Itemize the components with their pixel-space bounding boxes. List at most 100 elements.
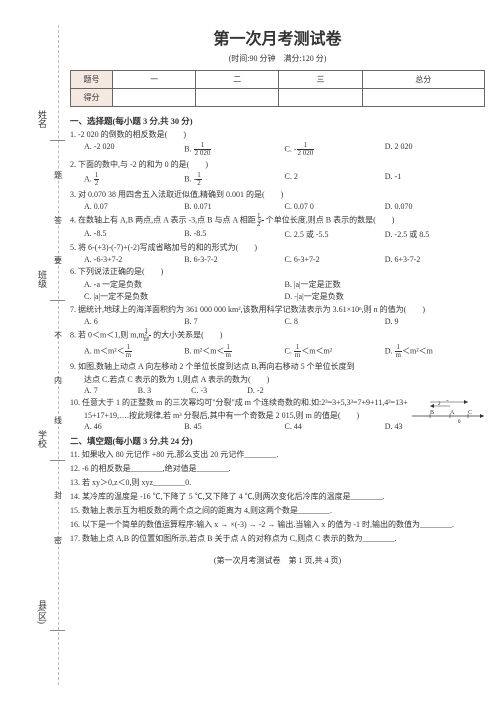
svg-text:A: A bbox=[450, 410, 455, 416]
opt-c: C. 0.07 0 bbox=[285, 202, 385, 211]
q6-opts-cd: C. |a|一定不是负数 D. -|a|一定是负数 bbox=[70, 291, 485, 302]
opt-c: C. 6-3+7-2 bbox=[285, 255, 385, 264]
table-row: 得分 bbox=[71, 89, 485, 107]
q9-stem2: 达点 C.若点 C 表示的数为 1,则点 A 表示的数为( ) bbox=[70, 374, 485, 385]
q3-stem: 3. 对 0.070 38 用四舍五入法取近似值,精确到 0.001 的是( ) bbox=[70, 189, 485, 201]
opt-c: C. 44 bbox=[285, 422, 385, 431]
q15: 15. 数轴上表示互为相反数的两个点之间的距离为 4,则这两个数是_______… bbox=[70, 505, 485, 517]
opt-b: B. 7 bbox=[184, 317, 284, 326]
side-underline bbox=[50, 630, 65, 631]
svg-text:B: B bbox=[430, 410, 434, 416]
col-header: 总分 bbox=[362, 71, 484, 89]
col-header: 一 bbox=[113, 71, 196, 89]
side-char: 封 bbox=[54, 490, 62, 501]
side-underline bbox=[50, 460, 65, 461]
side-label-school: 学校 bbox=[36, 430, 49, 448]
side-label-name: 姓名 bbox=[36, 110, 49, 128]
q5-stem: 5. 将 6-(+3)-(-7)+(-2)写成省略加号的和的形式为( ) bbox=[70, 242, 485, 254]
q16: 16. 以下是一个简单的数值运算程序:输入 x → ×(-3) → -2 → 输… bbox=[70, 519, 485, 531]
col-header: 三 bbox=[279, 71, 362, 89]
q7-opts: A. 6 B. 7 C. 8 D. 9 bbox=[70, 317, 485, 326]
opt-a: A. 12 bbox=[84, 172, 184, 187]
opt-a: A. -a 一定是负数 bbox=[84, 279, 285, 290]
q2-opts: A. 12 B. -12 C. 2 D. -1 bbox=[70, 172, 485, 187]
q4-stem: 4. 在数轴上有 A,B 两点,点 A 表示 -3,点 B 与点 A 相距 51… bbox=[70, 213, 485, 228]
q7-stem: 7. 据统计,地球上的海洋面积约为 361 000 000 km²,该数用科学记… bbox=[70, 304, 485, 316]
page-footer: (第一次月考测试卷 第 1 页,共 4 页) bbox=[70, 555, 485, 566]
q2-stem: 2. 下面的数中,与 -2 的和为 0 的是( ) bbox=[70, 159, 485, 171]
page-subtitle: (时间:90 分钟 满分:120 分) bbox=[70, 53, 485, 64]
q13: 13. 若 xy＞0,z＜0,则 xyz________0. bbox=[70, 477, 485, 489]
side-char: 答 bbox=[54, 215, 62, 226]
score-cell bbox=[196, 89, 279, 107]
opt-d: D. -2 bbox=[247, 386, 263, 395]
opt-a: A. m＜m²＜1m bbox=[84, 344, 184, 359]
q14: 14. 某冷库的温度是 -16 ℃,下降了 5 ℃,又下降了 4 ℃,则两次变化… bbox=[70, 491, 485, 503]
svg-text:C: C bbox=[468, 410, 472, 416]
q3-opts: A. 0.07 B. 0.071 C. 0.07 0 D. 0.070 bbox=[70, 202, 485, 211]
opt-a: A. 46 bbox=[84, 422, 184, 431]
opt-c: C. 2 bbox=[285, 172, 385, 187]
q1-opts: A. -2 020 B. 12 020 C. -12 020 D. 2 020 bbox=[70, 142, 485, 157]
opt-b: B. |a|一定是正数 bbox=[285, 279, 486, 290]
q6-stem: 6. 下列说法正确的是( ) bbox=[70, 266, 485, 278]
q8-stem: 8. 若 0＜m＜1,则 m,m²,1m 的大小关系是( ) bbox=[70, 328, 485, 343]
side-char: 密 bbox=[54, 535, 62, 546]
opt-d: D. 6+3-7-2 bbox=[385, 255, 485, 264]
side-underline bbox=[50, 300, 65, 301]
table-row: 题号 一 二 三 总分 bbox=[71, 71, 485, 89]
side-char: 内 bbox=[54, 375, 62, 386]
svg-text:0: 0 bbox=[458, 420, 461, 424]
q12: 12. -6 的相反数是________,绝对值是________. bbox=[70, 463, 485, 475]
opt-b: B. m²＜m＜1m bbox=[184, 344, 284, 359]
page-content: 第一次月考测试卷 (时间:90 分钟 满分:120 分) 题号 一 二 三 总分… bbox=[70, 25, 485, 566]
opt-a: A. -2 020 bbox=[84, 142, 184, 157]
row-label: 得分 bbox=[71, 89, 113, 107]
opt-a: A. 0.07 bbox=[84, 202, 184, 211]
opt-b: B. 0.071 bbox=[184, 202, 284, 211]
opt-c: C. 8 bbox=[285, 317, 385, 326]
opt-d: D. 2 020 bbox=[385, 142, 485, 157]
q4-opts: A. -8.5 B. -8.5 C. 2.5 或 -5.5 D. -2.5 或 … bbox=[70, 229, 485, 240]
svg-text:5: 5 bbox=[446, 400, 449, 403]
side-char: 要 bbox=[54, 255, 62, 266]
score-cell bbox=[113, 89, 196, 107]
q1-stem: 1. -2 020 的倒数的相反数是( ) bbox=[70, 129, 485, 141]
opt-a: A. -6-3+7-2 bbox=[84, 255, 184, 264]
opt-c: C. -3 bbox=[191, 386, 207, 395]
opt-d: D. -2.5 或 8.5 bbox=[385, 229, 485, 240]
opt-c: C. 1m＜m＜m² bbox=[285, 344, 385, 359]
q9-opts: A. 7 B. 3 C. -3 D. -2 bbox=[70, 386, 485, 395]
q9-number-line-diagram: B A C 2 5 0 bbox=[410, 400, 490, 426]
opt-a: A. -8.5 bbox=[84, 229, 184, 240]
side-char: 线 bbox=[54, 415, 62, 426]
sidebar: 姓名 班级 学校 县(区) 题 答 要 不 内 线 封 密 bbox=[8, 40, 63, 680]
opt-b: B. -8.5 bbox=[184, 229, 284, 240]
opt-a: A. 6 bbox=[84, 317, 184, 326]
side-underline bbox=[50, 140, 65, 141]
score-cell bbox=[279, 89, 362, 107]
q5-opts: A. -6-3+7-2 B. 6-3-7-2 C. 6-3+7-2 D. 6+3… bbox=[70, 255, 485, 264]
opt-c: C. -12 020 bbox=[285, 142, 385, 157]
score-table: 题号 一 二 三 总分 得分 bbox=[70, 70, 485, 107]
section2-header: 二、填空题(每小题 3 分,共 24 分) bbox=[70, 435, 485, 447]
q9-stem: 9. 如图,数轴上动点 A 向左移动 2 个单位长度到达点 B,再向右移动 5 … bbox=[70, 361, 485, 373]
section-header: 一、选择题(每小题 3 分,共 30 分) bbox=[70, 115, 485, 127]
opt-b: B. 3 bbox=[138, 386, 151, 395]
opt-c: C. |a|一定不是负数 bbox=[84, 291, 285, 302]
side-label-county: 县(区) bbox=[36, 600, 49, 624]
opt-b: B. -12 bbox=[184, 172, 284, 187]
q6-opts-ab: A. -a 一定是负数 B. |a|一定是正数 bbox=[70, 279, 485, 290]
side-label-class: 班级 bbox=[36, 270, 49, 288]
side-char: 题 bbox=[54, 170, 62, 181]
side-char: 不 bbox=[54, 330, 62, 341]
opt-a: A. 7 bbox=[84, 386, 98, 395]
opt-d: D. 9 bbox=[385, 317, 485, 326]
opt-b: B. 45 bbox=[184, 422, 284, 431]
opt-c: C. 2.5 或 -5.5 bbox=[285, 229, 385, 240]
score-cell bbox=[362, 89, 484, 107]
row-label: 题号 bbox=[71, 71, 113, 89]
q11: 11. 如果收入 80 元记作 +80 元,那么支出 20 元记作_______… bbox=[70, 449, 485, 461]
q8-opts: A. m＜m²＜1m B. m²＜m＜1m C. 1m＜m＜m² D. 1m＜m… bbox=[70, 344, 485, 359]
opt-d: D. 0.070 bbox=[385, 202, 485, 211]
